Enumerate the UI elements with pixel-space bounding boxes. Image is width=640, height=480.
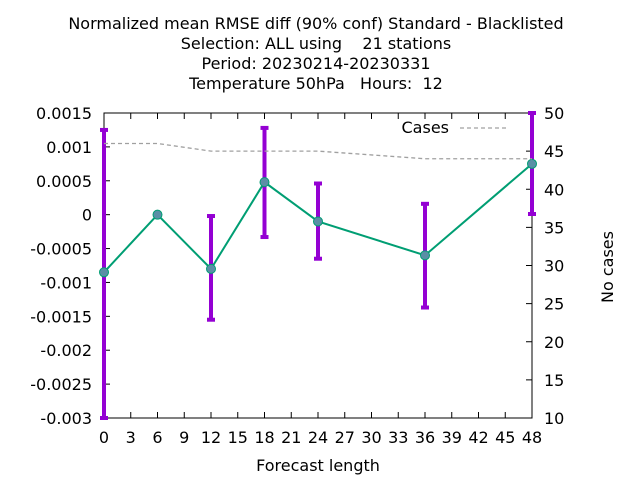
data-point: [99, 267, 109, 278]
title-line-3: Period: 20230214-20230331: [201, 54, 431, 73]
y2-axis-label: No cases: [598, 231, 617, 303]
y2-tick-label: 20: [544, 333, 564, 352]
cases-series-line: [104, 142, 532, 160]
x-tick-label: 48: [522, 428, 542, 447]
y2-tick-label: 10: [544, 409, 564, 428]
y-tick-label: -0.0015: [30, 307, 92, 326]
x-tick-label: 30: [361, 428, 381, 447]
y-tick-label: -0.0025: [30, 375, 92, 394]
y-tick-label: 0.001: [46, 138, 92, 157]
y2-tick-label: 40: [544, 180, 564, 199]
y2-tick-label: 50: [544, 104, 564, 123]
y-tick-label: 0: [82, 206, 92, 225]
x-tick-label: 24: [308, 428, 328, 447]
x-tick-label: 15: [228, 428, 248, 447]
x-tick-label: 12: [201, 428, 221, 447]
x-tick-label: 36: [415, 428, 435, 447]
y2-tick-label: 15: [544, 371, 564, 390]
x-tick-label: 39: [442, 428, 462, 447]
x-tick-label: 27: [335, 428, 355, 447]
x-axis-label: Forecast length: [256, 456, 380, 475]
x-tick-label: 18: [254, 428, 274, 447]
x-tick-label: 42: [468, 428, 488, 447]
data-point: [259, 177, 270, 188]
title-line-4: Temperature 50hPa Hours: 12: [189, 74, 443, 93]
y-tick-label: -0.003: [40, 409, 92, 428]
y2-tick-label: 30: [544, 257, 564, 276]
chart-title: Normalized mean RMSE diff (90% conf) Sta…: [0, 14, 632, 94]
x-tick-label: 6: [152, 428, 162, 447]
data-point: [527, 158, 537, 169]
data-point: [206, 263, 216, 274]
x-tick-label: 3: [126, 428, 136, 447]
y-tick-label: 0.0005: [36, 172, 92, 191]
x-tick-label: 0: [99, 428, 109, 447]
data-point: [313, 216, 323, 227]
y-tick-label: -0.002: [40, 341, 92, 360]
data-point: [152, 209, 163, 220]
y2-tick-label: 45: [544, 142, 564, 161]
legend-label-cases: Cases: [402, 118, 450, 137]
y2-tick-label: 35: [544, 218, 564, 237]
y2-tick-label: 25: [544, 295, 564, 314]
data-point: [420, 250, 430, 261]
x-tick-label: 9: [179, 428, 189, 447]
y-tick-label: -0.0005: [30, 240, 92, 259]
title-line-2: Selection: ALL using 21 stations: [180, 34, 452, 53]
x-tick-label: 45: [495, 428, 515, 447]
title-line-1: Normalized mean RMSE diff (90% conf) Sta…: [68, 14, 564, 33]
x-tick-label: 21: [281, 428, 301, 447]
x-tick-label: 33: [388, 428, 408, 447]
y-tick-label: -0.001: [40, 273, 92, 292]
y-tick-label: 0.0015: [36, 104, 92, 123]
